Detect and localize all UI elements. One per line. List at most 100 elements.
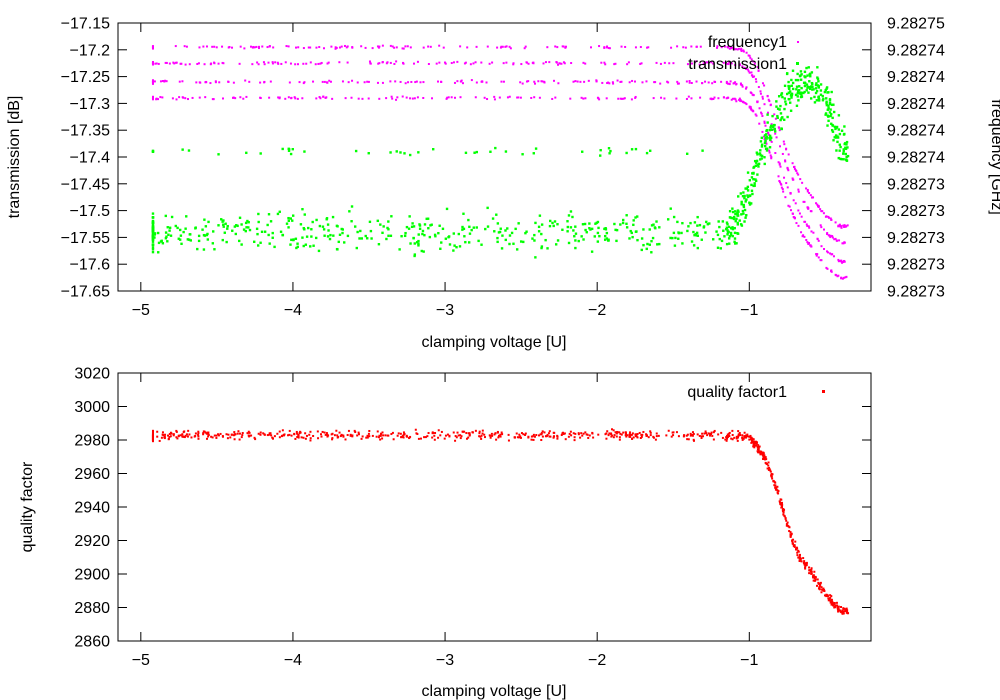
data-point-transmission1 bbox=[512, 242, 515, 245]
data-point-frequency1 bbox=[727, 63, 730, 66]
data-point-quality-factor1 bbox=[386, 434, 389, 437]
data-point-frequency1 bbox=[227, 46, 230, 49]
data-point-transmission1 bbox=[656, 243, 659, 246]
data-point-transmission1 bbox=[777, 95, 781, 98]
data-point-transmission1 bbox=[178, 238, 182, 241]
data-point-frequency1 bbox=[199, 81, 202, 84]
data-point-quality-factor1 bbox=[622, 431, 625, 434]
data-point-frequency1 bbox=[251, 63, 254, 66]
data-point-quality-factor1 bbox=[299, 430, 302, 433]
data-point-frequency1 bbox=[524, 45, 527, 48]
data-point-quality-factor1 bbox=[564, 438, 567, 441]
data-point-frequency1 bbox=[819, 224, 822, 227]
data-point-frequency1 bbox=[334, 46, 337, 49]
data-point-quality-factor1 bbox=[765, 463, 768, 466]
data-point-frequency1 bbox=[501, 45, 504, 48]
data-point-quality-factor1 bbox=[205, 432, 208, 435]
data-point-transmission1 bbox=[366, 237, 369, 240]
data-point-quality-factor1 bbox=[151, 434, 154, 437]
data-point-transmission1 bbox=[816, 77, 820, 81]
data-point-frequency1 bbox=[756, 100, 759, 103]
data-point-quality-factor1 bbox=[757, 445, 760, 448]
data-point-transmission1 bbox=[588, 227, 591, 230]
data-point-frequency1 bbox=[748, 54, 751, 57]
data-point-quality-factor1 bbox=[541, 435, 544, 438]
data-point-frequency1 bbox=[803, 235, 806, 238]
data-point-transmission1 bbox=[510, 231, 514, 235]
data-point-quality-factor1 bbox=[768, 466, 771, 469]
data-point-quality-factor1 bbox=[812, 579, 815, 582]
data-point-frequency1 bbox=[540, 80, 543, 83]
data-point-quality-factor1 bbox=[700, 437, 703, 440]
y-tick-label: −17.65 bbox=[61, 284, 110, 301]
data-point-frequency1 bbox=[402, 47, 405, 50]
data-point-transmission1 bbox=[189, 239, 193, 242]
data-point-quality-factor1 bbox=[419, 437, 422, 440]
data-point-transmission1 bbox=[596, 231, 600, 235]
data-point-frequency1 bbox=[395, 46, 398, 49]
data-point-transmission1 bbox=[417, 244, 420, 247]
data-point-quality-factor1 bbox=[819, 581, 822, 584]
data-point-transmission1 bbox=[407, 227, 411, 230]
data-point-frequency1 bbox=[268, 45, 271, 48]
data-point-frequency1 bbox=[505, 45, 508, 48]
data-point-quality-factor1 bbox=[185, 433, 188, 436]
data-point-transmission1 bbox=[766, 121, 769, 124]
data-point-transmission1 bbox=[247, 221, 250, 224]
data-point-transmission1 bbox=[650, 224, 654, 227]
data-point-quality-factor1 bbox=[641, 433, 644, 436]
data-point-frequency1 bbox=[174, 45, 177, 48]
data-point-quality-factor1 bbox=[465, 437, 468, 440]
data-point-transmission1 bbox=[681, 221, 684, 225]
data-point-quality-factor1 bbox=[748, 438, 751, 441]
data-point-quality-factor1 bbox=[309, 439, 312, 442]
data-point-frequency1 bbox=[325, 96, 328, 99]
data-point-quality-factor1 bbox=[297, 433, 300, 436]
data-point-frequency1 bbox=[720, 80, 723, 83]
data-point-transmission1 bbox=[462, 212, 465, 215]
data-point-frequency1 bbox=[730, 98, 733, 101]
data-point-quality-factor1 bbox=[349, 433, 352, 436]
data-point-frequency1 bbox=[842, 242, 845, 245]
data-point-frequency1 bbox=[640, 62, 643, 65]
data-point-frequency1 bbox=[805, 187, 808, 190]
data-point-quality-factor1 bbox=[530, 438, 533, 441]
data-point-frequency1 bbox=[707, 61, 710, 64]
data-point-quality-factor1 bbox=[802, 561, 805, 564]
data-point-transmission1 bbox=[774, 130, 777, 133]
data-point-quality-factor1 bbox=[608, 432, 611, 435]
data-point-quality-factor1 bbox=[540, 433, 543, 436]
data-point-frequency1 bbox=[614, 62, 617, 65]
data-point-frequency1 bbox=[509, 47, 512, 50]
data-point-frequency1 bbox=[782, 140, 785, 143]
data-point-frequency1 bbox=[533, 96, 536, 99]
data-point-frequency1 bbox=[778, 162, 781, 165]
data-point-transmission1 bbox=[615, 228, 619, 232]
data-point-frequency1 bbox=[183, 45, 186, 48]
data-point-transmission1 bbox=[819, 93, 823, 96]
data-point-frequency1 bbox=[263, 63, 266, 66]
data-point-transmission1 bbox=[197, 239, 201, 243]
data-point-quality-factor1 bbox=[758, 445, 761, 448]
data-point-transmission1 bbox=[835, 134, 838, 137]
data-point-frequency1 bbox=[806, 190, 809, 193]
data-point-transmission1 bbox=[776, 114, 779, 118]
data-point-transmission1 bbox=[554, 243, 558, 246]
data-point-frequency1 bbox=[470, 79, 473, 82]
data-point-transmission1 bbox=[287, 226, 290, 229]
data-point-transmission1 bbox=[285, 222, 289, 225]
data-point-transmission1 bbox=[729, 233, 733, 237]
data-point-quality-factor1 bbox=[634, 433, 637, 436]
data-point-quality-factor1 bbox=[619, 432, 622, 435]
data-point-frequency1 bbox=[196, 62, 199, 65]
data-point-frequency1 bbox=[815, 253, 818, 256]
data-point-quality-factor1 bbox=[803, 563, 806, 566]
data-point-quality-factor1 bbox=[837, 610, 840, 613]
data-point-frequency1 bbox=[709, 97, 712, 100]
data-point-frequency1 bbox=[493, 98, 496, 101]
data-point-quality-factor1 bbox=[507, 433, 510, 436]
data-point-transmission1 bbox=[743, 194, 746, 198]
data-point-frequency1 bbox=[151, 63, 154, 66]
data-point-quality-factor1 bbox=[499, 433, 502, 436]
data-point-quality-factor1 bbox=[810, 567, 813, 570]
